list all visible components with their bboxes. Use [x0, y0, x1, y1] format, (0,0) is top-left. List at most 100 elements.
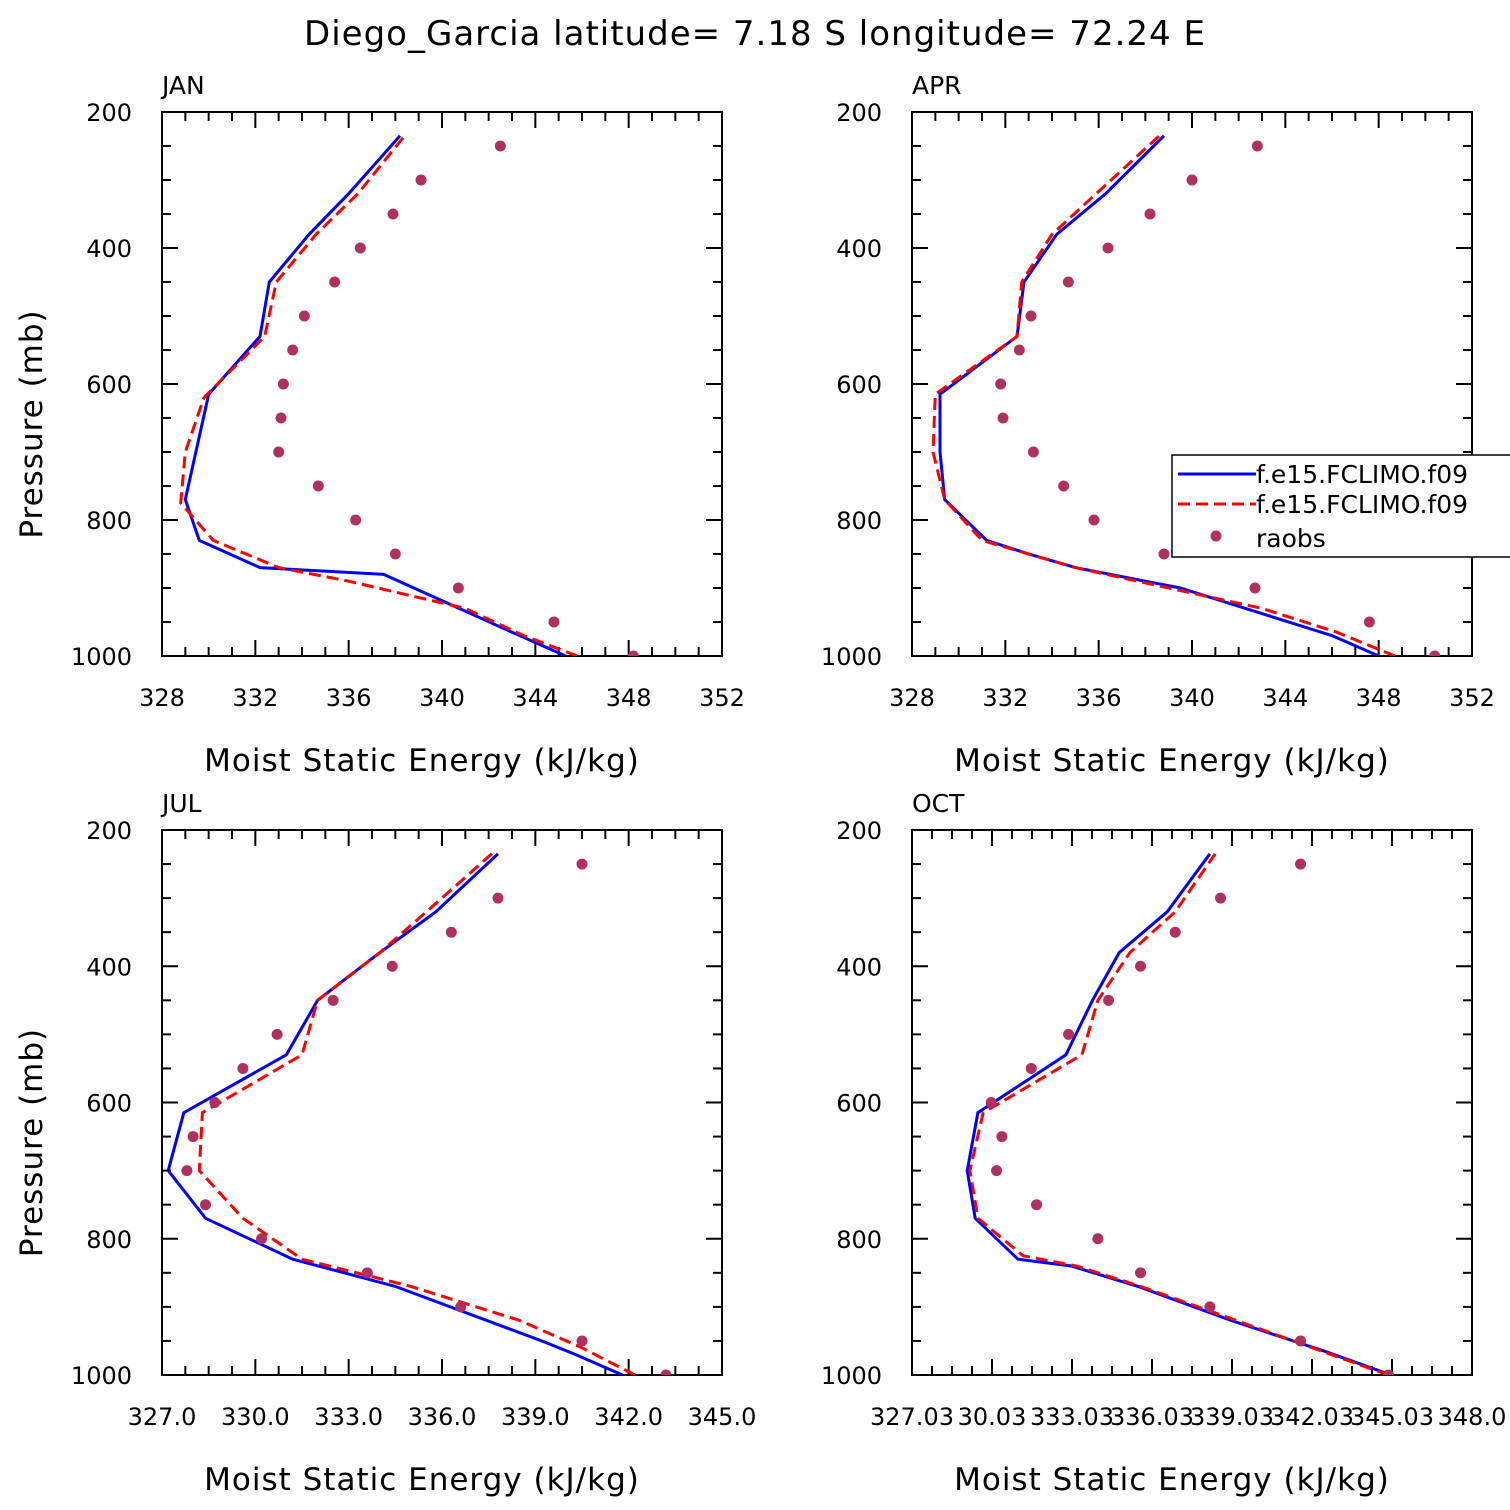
raobs-point [985, 1097, 997, 1108]
x-tick-label: 327.03 [870, 1403, 954, 1431]
raobs-point [1295, 858, 1307, 870]
series-line-dashed [197, 852, 636, 1375]
panel-label: OCT [912, 789, 965, 818]
raobs-point [455, 1301, 467, 1313]
raobs-point [660, 1369, 672, 1375]
raobs-point [329, 276, 341, 288]
x-tick-label: 336.03 [1110, 1403, 1194, 1431]
y-tick-label: 1000 [71, 1362, 132, 1390]
raobs-point [327, 994, 339, 1006]
raobs-point [1025, 310, 1037, 322]
y-tick-label: 400 [836, 953, 882, 981]
raobs-point [271, 1028, 283, 1040]
y-tick-label: 200 [86, 99, 132, 127]
legend-swatch-marker [1210, 530, 1222, 542]
raobs-point [209, 1097, 221, 1108]
series-line-solid [938, 134, 1380, 656]
raobs-point [548, 616, 560, 628]
legend-label: f.e15.FCLIMO.f09 [1256, 490, 1468, 519]
x-axis-title: Moist Static Energy (kJ/kg) [204, 1462, 640, 1498]
raobs-point [1295, 1335, 1307, 1347]
x-tick-label: 339.03 [1190, 1403, 1274, 1431]
raobs-point [1088, 514, 1100, 526]
x-tick-label: 344 [512, 684, 558, 712]
raobs-point [354, 242, 366, 254]
legend-label: f.e15.FCLIMO.f09 [1256, 460, 1468, 489]
x-tick-label: 327.0 [128, 1403, 197, 1431]
raobs-point [1169, 926, 1181, 938]
raobs-point [237, 1062, 249, 1074]
raobs-point [1063, 1028, 1075, 1040]
y-tick-label: 1000 [71, 643, 132, 671]
x-tick-label: 328 [139, 684, 185, 712]
x-tick-label: 344 [1262, 684, 1308, 712]
x-tick-label: 342.0 [594, 1403, 663, 1431]
panel-jul: JUL 200 400 600 800 1000 327.0 330.0 333.0 336.0 3… [14, 789, 756, 1498]
raobs-point [1027, 446, 1039, 458]
x-axis-title: Moist Static Energy (kJ/kg) [204, 743, 640, 779]
raobs-point [1249, 582, 1261, 594]
panel-label: JAN [160, 71, 205, 100]
y-tick-label: 1000 [821, 1362, 882, 1390]
x-tick-label: 332 [232, 684, 278, 712]
raobs-point [298, 310, 310, 322]
y-tick-label: 200 [836, 817, 882, 845]
y-axis-title: Pressure (mb) [14, 1028, 50, 1257]
y-tick-label: 600 [836, 371, 882, 399]
raobs-point [445, 926, 457, 938]
raobs-point [386, 960, 398, 972]
raobs-point [275, 412, 287, 424]
raobs-point [997, 412, 1009, 424]
raobs-point [1204, 1301, 1216, 1313]
raobs-point [200, 1199, 212, 1211]
x-tick-label: 345.0 [688, 1403, 757, 1431]
series-group [166, 852, 672, 1375]
raobs-point [187, 1131, 199, 1143]
raobs-point [627, 650, 639, 656]
raobs-point [995, 378, 1007, 390]
raobs-point [452, 582, 464, 594]
y-tick-label: 1000 [821, 643, 882, 671]
raobs-point [494, 140, 506, 152]
plot-frame [161, 111, 723, 657]
y-tick-label: 600 [836, 1090, 882, 1118]
raobs-point [287, 344, 299, 356]
x-tick-label: 340 [419, 684, 465, 712]
x-tick-label: 340 [1169, 684, 1215, 712]
x-tick-label: 348.0 [1438, 1403, 1507, 1431]
raobs-point [1058, 480, 1070, 492]
raobs-point [256, 1233, 268, 1245]
y-tick-label: 800 [86, 507, 132, 535]
raobs-point [1013, 344, 1025, 356]
plot-frame [161, 829, 723, 1376]
raobs-point [181, 1165, 193, 1177]
x-tick-label: 352 [1449, 684, 1495, 712]
panel-oct: OCT 200 400 600 800 1000 327.03 30.03 333.03336.… [821, 789, 1506, 1498]
raobs-point [1102, 242, 1114, 254]
raobs-point [415, 174, 427, 186]
x-tick-label: 336 [1076, 684, 1122, 712]
raobs-point [1135, 960, 1147, 972]
x-tick-label: 333.03 [1030, 1403, 1114, 1431]
series-line-dashed [931, 134, 1396, 656]
raobs-point [991, 1165, 1003, 1177]
x-axis-title: Moist Static Energy (kJ/kg) [954, 743, 1390, 779]
series-group [965, 852, 1395, 1375]
y-tick-label: 600 [86, 371, 132, 399]
raobs-point [576, 1335, 588, 1347]
x-axis-title: Moist Static Energy (kJ/kg) [954, 1462, 1390, 1498]
raobs-point [1103, 994, 1115, 1006]
raobs-point [1092, 1233, 1104, 1245]
raobs-point [1025, 1062, 1037, 1074]
raobs-point [996, 1131, 1008, 1143]
panel-label: APR [912, 71, 962, 100]
series-line-solid [183, 134, 567, 656]
raobs-point [312, 480, 324, 492]
raobs-point [492, 892, 504, 904]
legend-box [1171, 454, 1510, 558]
